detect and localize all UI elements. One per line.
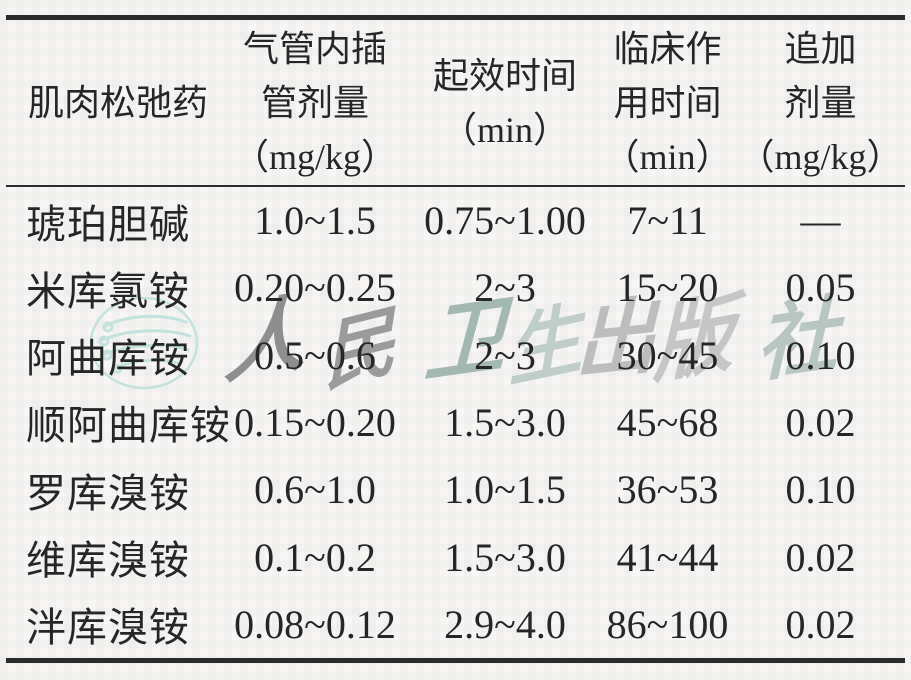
header-cell-muscle-relaxant: 肌肉松弛药	[0, 20, 225, 185]
supplement-dose-cell: 0.02	[785, 534, 856, 580]
onset-time-cell: 1.0~1.5	[444, 467, 566, 513]
header-line: 肌肉松弛药	[28, 82, 209, 123]
clinical-duration-cell: 30~45	[616, 332, 719, 378]
header-cell-onset-time: 起效时间 （min）	[405, 20, 605, 185]
clinical-duration-cell: 15~20	[616, 265, 719, 311]
supplement-dose-cell: 0.02	[785, 601, 856, 647]
drug-name-cell: 琥珀胆碱	[26, 201, 190, 247]
onset-time-cell: 0.75~1.00	[424, 198, 586, 244]
header-line: （mg/kg）	[232, 136, 397, 177]
clinical-duration-cell: 36~53	[616, 467, 719, 513]
table-body: 琥珀胆碱 1.0~1.5 0.75~1.00 7~11 — 米库氯铵 0.20~…	[0, 187, 911, 658]
header-line: （min）	[603, 136, 732, 177]
header-line: （mg/kg）	[738, 136, 903, 177]
table-header-rule	[6, 185, 905, 187]
header-cell-supplement-dose: 追加 剂量 （mg/kg）	[730, 20, 911, 185]
supplement-dose-cell: 0.02	[785, 399, 856, 445]
intubation-dose-cell: 1.0~1.5	[254, 198, 376, 244]
clinical-duration-cell: 86~100	[606, 601, 729, 647]
header-line: 追加	[784, 28, 857, 69]
drug-name-cell: 泮库溴铵	[26, 605, 190, 651]
clinical-duration-cell: 45~68	[616, 399, 719, 445]
header-line: 剂量	[784, 82, 857, 123]
table-bottom-rule	[6, 658, 905, 663]
header-line: 起效时间	[432, 55, 577, 96]
onset-time-cell: 1.5~3.0	[444, 399, 566, 445]
drug-name-cell: 罗库溴铵	[26, 470, 190, 516]
header-line: 临床作	[613, 28, 722, 69]
header-line: 用时间	[613, 82, 722, 123]
intubation-dose-cell: 0.6~1.0	[254, 467, 376, 513]
intubation-dose-cell: 0.5~0.6	[254, 332, 376, 378]
onset-time-cell: 2~3	[474, 265, 536, 311]
header-cell-intubation-dose: 气管内插 管剂量 （mg/kg）	[225, 20, 405, 185]
onset-time-cell: 1.5~3.0	[444, 534, 566, 580]
intubation-dose-cell: 0.20~0.25	[234, 265, 396, 311]
header-line: 管剂量	[260, 82, 369, 123]
supplement-dose-cell: 0.10	[785, 467, 856, 513]
intubation-dose-cell: 0.08~0.12	[234, 601, 396, 647]
drug-name-cell: 维库溴铵	[26, 538, 190, 584]
table-top-rule	[6, 15, 905, 20]
drug-name-cell: 顺阿曲库铵	[26, 403, 231, 449]
supplement-dose-cell: —	[800, 198, 841, 244]
intubation-dose-cell: 0.1~0.2	[254, 534, 376, 580]
onset-time-cell: 2~3	[474, 332, 536, 378]
supplement-dose-cell: 0.05	[785, 265, 856, 311]
header-line: 气管内插	[242, 28, 387, 69]
header-line: （min）	[440, 109, 569, 150]
drug-name-cell: 阿曲库铵	[26, 336, 190, 382]
clinical-duration-cell: 7~11	[627, 198, 708, 244]
clinical-duration-cell: 41~44	[616, 534, 719, 580]
intubation-dose-cell: 0.15~0.20	[234, 399, 396, 445]
header-cell-clinical-duration: 临床作 用时间 （min）	[603, 20, 732, 185]
onset-time-cell: 2.9~4.0	[444, 601, 566, 647]
table-header-row: 肌肉松弛药 气管内插 管剂量 （mg/kg） 起效时间 （min） 临床作 用时…	[0, 20, 911, 185]
supplement-dose-cell: 0.10	[785, 332, 856, 378]
drug-name-cell: 米库氯铵	[26, 268, 190, 314]
